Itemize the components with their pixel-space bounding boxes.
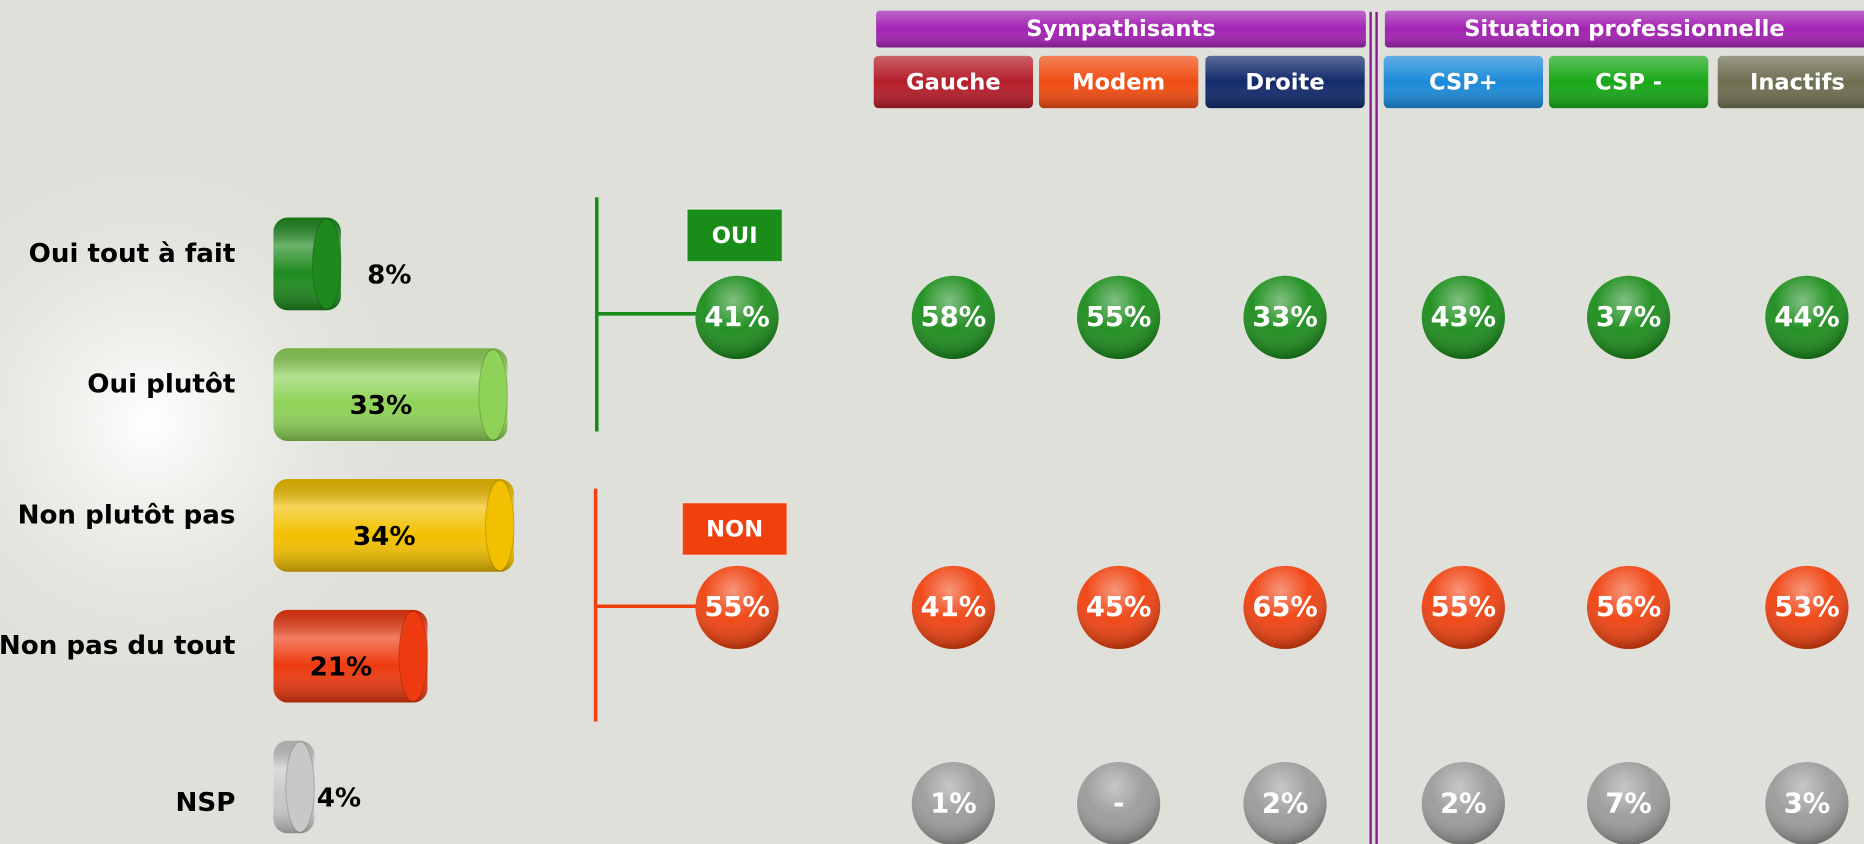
bubble-shine	[1765, 761, 1849, 844]
bubble-shine	[1421, 565, 1505, 650]
value-label: 4%	[317, 783, 361, 813]
bubble-shine	[1243, 565, 1327, 650]
bubble-shine	[911, 565, 996, 650]
bubble-shine	[1765, 565, 1849, 650]
bubble-value: 55%	[704, 592, 769, 623]
bar-shade	[273, 348, 508, 442]
bubble-shine	[1586, 565, 1671, 650]
bubble-shine	[1586, 275, 1671, 359]
value-label: 34%	[353, 522, 416, 552]
bubble-value: 55%	[1086, 302, 1151, 333]
bubble-value: 41%	[704, 302, 769, 333]
bubble-value: 7%	[1605, 788, 1651, 819]
bar	[273, 217, 342, 311]
column-label: Modem	[1072, 70, 1165, 96]
bubble-value: 2%	[1440, 788, 1486, 819]
oui-bracket	[594, 197, 702, 432]
column-header-shine	[1548, 55, 1709, 109]
bar	[273, 609, 429, 703]
value-label: 33%	[350, 391, 413, 421]
group-title: Sympathisants	[1026, 16, 1216, 42]
category-label: Oui plutôt	[87, 370, 235, 400]
column-header-shine	[873, 55, 1034, 109]
category-label: Oui tout à fait	[29, 239, 236, 269]
bubble-value: 3%	[1784, 788, 1830, 819]
bubble-value: 1%	[930, 788, 976, 819]
bar-shade	[273, 479, 515, 572]
category-label: NSP	[176, 788, 236, 818]
bubble-shine	[1587, 761, 1671, 844]
bubble-shine	[1243, 761, 1327, 844]
bubble-value: 45%	[1086, 592, 1151, 623]
column-header-shine	[1717, 55, 1864, 109]
bar	[273, 479, 515, 572]
column-label: CSP+	[1429, 70, 1498, 96]
bar-cap	[311, 218, 342, 310]
bubble-value: 65%	[1252, 592, 1317, 623]
bar	[273, 740, 315, 834]
value-label: 21%	[310, 653, 373, 683]
non-bracket	[593, 488, 702, 722]
column-label: CSP -	[1595, 70, 1662, 96]
column-label: Inactifs	[1750, 70, 1845, 96]
bubble-value: 37%	[1596, 302, 1661, 333]
bubble-value: 44%	[1774, 302, 1839, 333]
summary-box	[681, 502, 788, 556]
group-title: Situation professionnelle	[1464, 16, 1784, 42]
bubble-shine	[1421, 761, 1505, 844]
column-label: Droite	[1245, 70, 1324, 96]
group-header-shine	[876, 10, 1366, 48]
bubble-value: 33%	[1252, 302, 1317, 333]
value-label: 8%	[367, 260, 411, 290]
bubble-value: 41%	[921, 592, 986, 623]
bubble-shine	[911, 275, 996, 359]
bubble-value: 43%	[1431, 302, 1496, 333]
bar-cap	[478, 348, 508, 441]
bubble-value: 2%	[1262, 788, 1308, 819]
bubble-shine	[1243, 275, 1327, 359]
bubble-shine	[1421, 275, 1505, 359]
bubble-value: 55%	[1431, 592, 1496, 623]
bubble-value: 56%	[1596, 592, 1661, 623]
bubble-shine	[1077, 275, 1161, 359]
bubble-value: -	[1113, 788, 1124, 819]
column-header-shine	[1383, 55, 1544, 109]
bubble-shine	[1077, 761, 1161, 844]
bar-shade	[273, 609, 428, 703]
bubble-value: 53%	[1774, 592, 1839, 623]
summary-label: NON	[706, 517, 763, 543]
bubble-shine	[695, 275, 779, 359]
column-label: Gauche	[906, 70, 1001, 96]
summary-label: OUI	[712, 223, 758, 249]
bar	[273, 348, 508, 442]
bar-cap	[398, 610, 429, 702]
bar-cap	[285, 741, 315, 833]
bubble-value: 58%	[921, 302, 986, 333]
bubble-shine	[1077, 565, 1161, 650]
bubble-shine	[911, 761, 995, 844]
group-header-shine	[1384, 10, 1864, 48]
category-label: Non pas du tout	[0, 631, 235, 661]
column-header-shine	[1038, 55, 1199, 109]
bubble-shine	[695, 565, 779, 650]
bubble-shine	[1765, 275, 1849, 359]
summary-box	[686, 208, 783, 263]
category-label: Non plutôt pas	[18, 500, 236, 530]
bar-cap	[484, 479, 515, 572]
column-header-shine	[1205, 55, 1365, 109]
